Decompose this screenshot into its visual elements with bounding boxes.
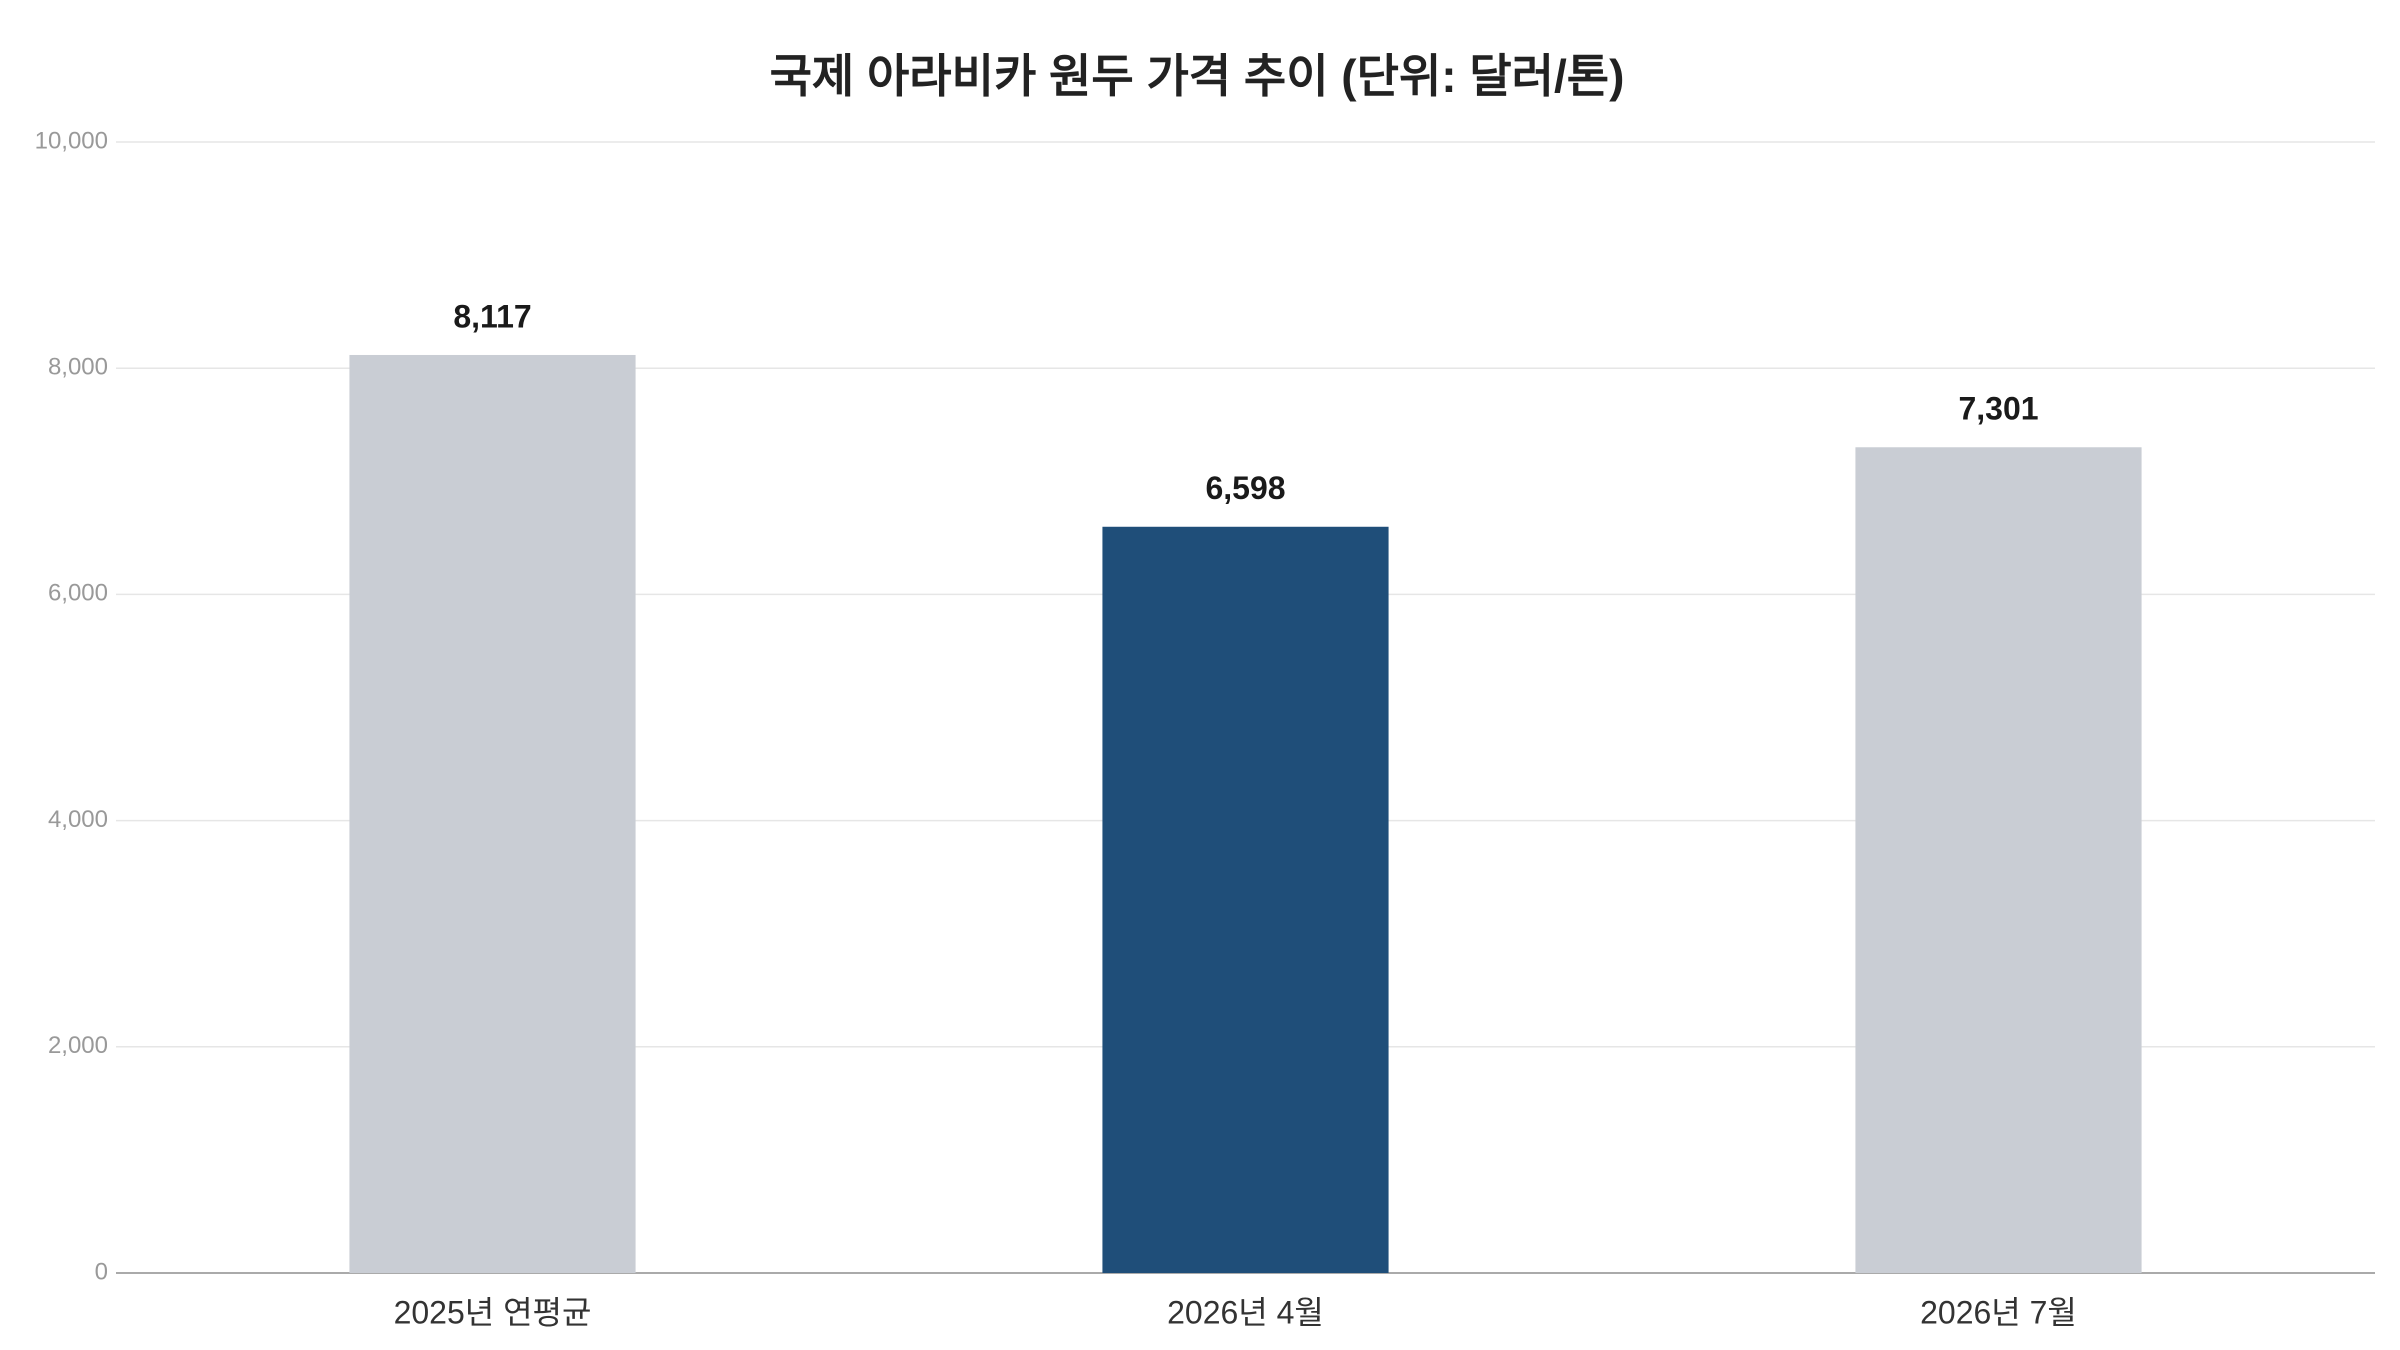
y-tick-label: 0	[95, 1258, 108, 1285]
bar	[349, 354, 636, 1273]
y-tick-label: 4,000	[48, 806, 108, 833]
value-label: 7,301	[1958, 391, 2038, 427]
bar	[1102, 526, 1389, 1273]
x-tick-label: 2025년 연평균	[394, 1294, 592, 1330]
y-tick-label: 6,000	[48, 580, 108, 607]
x-tick-label: 2026년 4월	[1167, 1294, 1324, 1330]
y-tick-label: 2,000	[48, 1032, 108, 1059]
chart-title: 국제 아라비카 원두 가격 추이 (단위: 달러/톤)	[770, 50, 1625, 102]
value-label: 6,598	[1205, 470, 1285, 506]
value-label: 8,117	[453, 298, 531, 334]
x-tick-label: 2026년 7월	[1920, 1294, 2077, 1330]
bar	[1855, 447, 2142, 1273]
y-tick-label: 10,000	[35, 127, 108, 154]
y-tick-label: 8,000	[48, 354, 108, 381]
